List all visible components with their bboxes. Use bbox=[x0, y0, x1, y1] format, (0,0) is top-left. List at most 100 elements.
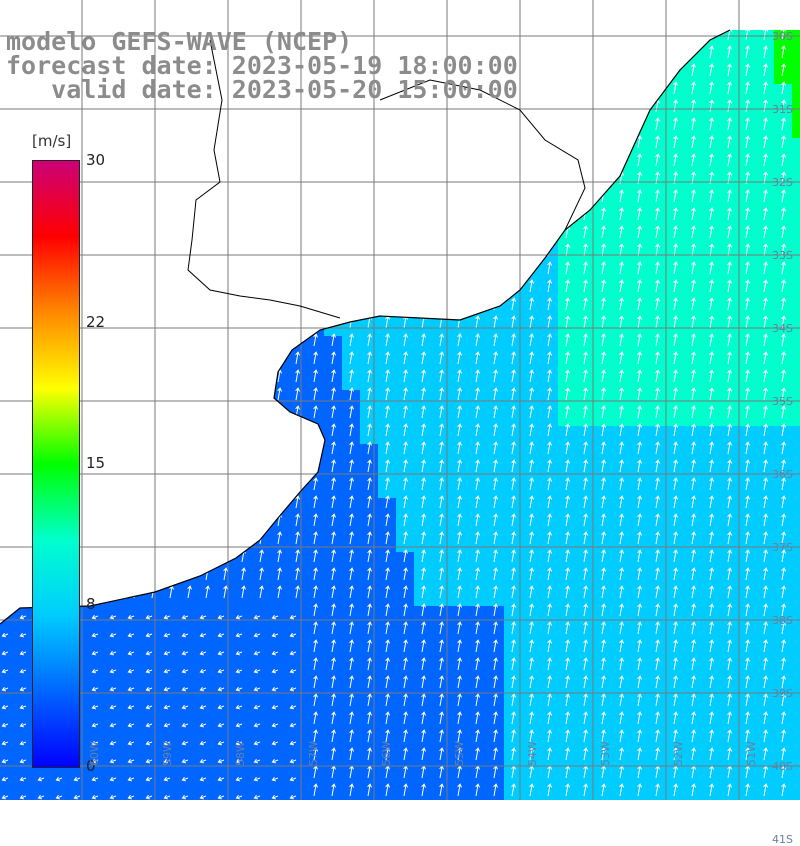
wind-cell bbox=[324, 624, 342, 642]
wind-cell bbox=[234, 192, 252, 210]
wind-cell bbox=[252, 750, 270, 768]
wind-arrow bbox=[529, 30, 534, 41]
wind-arrow bbox=[7, 351, 12, 365]
wind-cell bbox=[198, 264, 216, 282]
wind-cell bbox=[756, 408, 774, 426]
wind-cell bbox=[594, 570, 612, 588]
wind-arrow bbox=[205, 549, 210, 563]
wind-cell bbox=[378, 372, 396, 390]
wind-arrow bbox=[331, 207, 336, 221]
wind-cell bbox=[720, 84, 738, 102]
wind-cell bbox=[252, 570, 270, 588]
wind-arrow bbox=[25, 135, 30, 149]
wind-arrow bbox=[421, 279, 426, 293]
wind-cell bbox=[486, 624, 504, 642]
wind-arrow bbox=[601, 45, 606, 59]
wind-cell bbox=[774, 354, 792, 372]
wind-cell bbox=[378, 156, 396, 174]
lat-label: 32S bbox=[772, 176, 793, 189]
wind-cell bbox=[648, 372, 666, 390]
wind-cell bbox=[702, 138, 720, 156]
map-title: modelo GEFS-WAVE (NCEP) forecast date: 2… bbox=[6, 29, 518, 102]
wind-cell bbox=[738, 336, 756, 354]
wind-cell bbox=[126, 552, 144, 570]
wind-cell bbox=[378, 498, 396, 516]
wind-cell bbox=[666, 372, 684, 390]
wind-arrow bbox=[241, 207, 246, 221]
wind-cell bbox=[324, 498, 342, 516]
wind-cell bbox=[180, 372, 198, 390]
wind-arrow bbox=[547, 189, 552, 203]
wind-cell bbox=[648, 174, 666, 192]
wind-cell bbox=[414, 192, 432, 210]
wind-cell bbox=[180, 102, 198, 120]
wind-cell bbox=[0, 462, 18, 480]
wind-cell bbox=[414, 444, 432, 462]
wind-cell bbox=[540, 282, 558, 300]
wind-cell bbox=[792, 138, 800, 156]
wind-cell bbox=[378, 516, 396, 534]
wind-cell bbox=[792, 714, 800, 732]
wind-cell bbox=[252, 354, 270, 372]
wind-cell bbox=[666, 120, 684, 138]
wind-cell bbox=[0, 102, 18, 120]
wind-arrow bbox=[187, 477, 192, 491]
wind-arrow bbox=[277, 441, 282, 455]
wind-arrow bbox=[493, 261, 498, 275]
wind-arrow bbox=[169, 117, 174, 131]
wind-cell bbox=[504, 390, 522, 408]
lat-label: 37S bbox=[772, 541, 793, 554]
wind-arrow bbox=[205, 135, 210, 149]
wind-cell bbox=[594, 282, 612, 300]
wind-cell bbox=[144, 354, 162, 372]
wind-cell bbox=[522, 480, 540, 498]
wind-cell bbox=[342, 390, 360, 408]
wind-cell bbox=[180, 300, 198, 318]
wind-arrow bbox=[205, 153, 210, 167]
wind-arrow bbox=[511, 279, 516, 293]
wind-cell bbox=[144, 696, 162, 714]
wind-cell bbox=[414, 426, 432, 444]
wind-cell bbox=[648, 336, 666, 354]
wind-arrow bbox=[187, 207, 192, 221]
wind-arrow bbox=[115, 261, 120, 275]
wind-cell bbox=[414, 156, 432, 174]
wind-cell bbox=[558, 462, 576, 480]
wind-arrow bbox=[241, 387, 246, 401]
wind-cell bbox=[540, 426, 558, 444]
wind-arrow bbox=[493, 117, 498, 131]
wind-cell bbox=[792, 318, 800, 336]
wind-cell bbox=[432, 336, 450, 354]
wind-cell bbox=[0, 480, 18, 498]
wind-cell bbox=[144, 372, 162, 390]
wind-arrow bbox=[115, 567, 120, 581]
wind-arrow bbox=[385, 135, 390, 149]
wind-cell bbox=[792, 390, 800, 408]
wind-cell bbox=[522, 174, 540, 192]
wind-cell bbox=[702, 102, 720, 120]
wind-cell bbox=[234, 390, 252, 408]
wind-cell bbox=[0, 534, 18, 552]
wind-arrow bbox=[7, 585, 12, 599]
wind-cell bbox=[702, 372, 720, 390]
wind-cell bbox=[324, 282, 342, 300]
wind-cell bbox=[666, 354, 684, 372]
wind-cell bbox=[756, 228, 774, 246]
wind-cell bbox=[522, 48, 540, 66]
wind-cell bbox=[648, 480, 666, 498]
wind-cell bbox=[306, 624, 324, 642]
wind-cell bbox=[540, 408, 558, 426]
wind-arrow bbox=[43, 117, 48, 131]
wind-arrow bbox=[439, 117, 444, 131]
wind-cell bbox=[108, 300, 126, 318]
wind-cell bbox=[774, 588, 792, 606]
wind-cell bbox=[612, 624, 630, 642]
wind-cell bbox=[504, 570, 522, 588]
wind-cell bbox=[324, 228, 342, 246]
wind-arrow bbox=[25, 549, 30, 563]
wind-cell bbox=[558, 102, 576, 120]
wind-cell bbox=[0, 174, 18, 192]
wind-arrow bbox=[223, 279, 228, 293]
wind-cell bbox=[576, 354, 594, 372]
wind-cell bbox=[180, 228, 198, 246]
